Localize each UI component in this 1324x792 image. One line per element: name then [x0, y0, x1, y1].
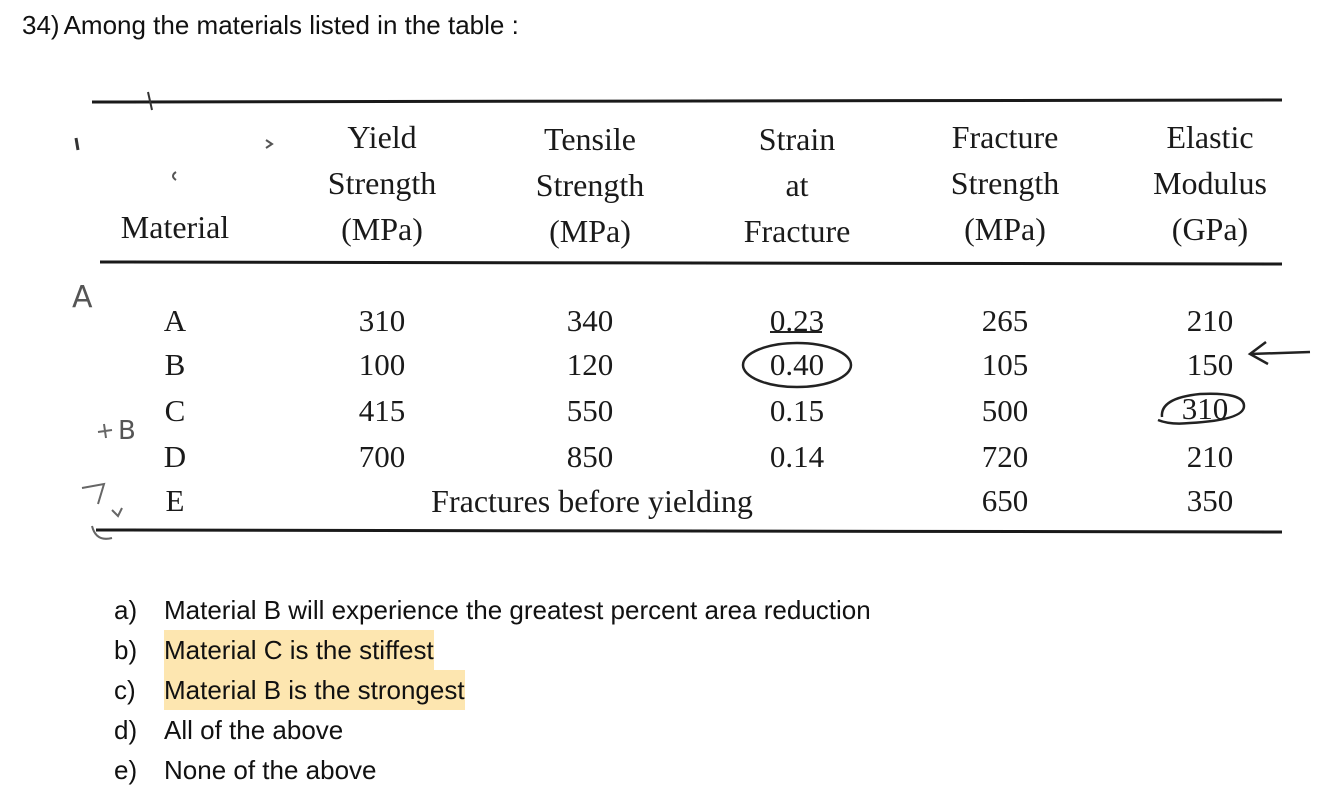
header-tensile-line1: Tensile [544, 121, 636, 157]
cell-elastic: 210 [1186, 303, 1234, 338]
header-strain-line1: Strain [758, 121, 836, 157]
handwritten-circle-strain-b [741, 341, 853, 389]
handwritten-scribble [91, 525, 113, 540]
header-fracture-line3: (MPa) [964, 211, 1046, 247]
option-e[interactable]: e) None of the above [114, 750, 871, 790]
option-d[interactable]: d) All of the above [114, 710, 871, 750]
question-number: 34) [22, 10, 60, 40]
handwritten-arrow-mark [97, 423, 113, 439]
option-c[interactable]: c) Material B is the strongest [114, 670, 871, 710]
option-text: Material B will experience the greatest … [164, 595, 871, 625]
option-letter: c) [114, 675, 136, 705]
handwritten-arrow-icon [1247, 341, 1311, 366]
cell-yield: 310 [358, 303, 406, 338]
cell-elastic: 350 [1186, 483, 1234, 518]
cell-tensile: 340 [566, 303, 614, 338]
cell-yield: 415 [358, 393, 406, 428]
header-yield-line3: (MPa) [341, 211, 423, 247]
question-text: Among the materials listed in the table … [63, 10, 519, 40]
table-bottom-rule [95, 528, 1283, 534]
cell-elastic: 210 [1186, 439, 1234, 474]
option-a[interactable]: a) Material B will experience the greate… [114, 590, 871, 630]
option-text-highlighted: Material B is the strongest [164, 670, 465, 710]
header-fracture-line2: Strength [950, 165, 1060, 201]
header-yield-line1: Yield [347, 119, 417, 155]
cell-fracture: 265 [981, 303, 1029, 338]
header-strain-line3: Fracture [743, 213, 851, 249]
cell-material: D [163, 439, 187, 474]
cell-material: A [163, 303, 187, 338]
table-top-rule [91, 98, 1283, 104]
handwritten-scribble [81, 482, 123, 518]
option-text-highlighted: Material C is the stiffest [164, 630, 434, 670]
cell-fracture: 105 [981, 347, 1029, 382]
header-strain-line2: at [785, 167, 809, 203]
cell-fracture: 720 [981, 439, 1029, 474]
option-text: All of the above [164, 715, 344, 745]
cell-material: C [164, 393, 186, 428]
header-tensile-line3: (MPa) [549, 213, 631, 249]
option-letter: a) [114, 595, 138, 625]
question-stem: 34) Among the materials listed in the tab… [22, 8, 519, 42]
option-text: None of the above [164, 755, 377, 785]
option-b[interactable]: b) Material C is the stiffest [114, 630, 871, 670]
header-elastic-line2: Modulus [1153, 165, 1267, 201]
cell-tensile: 850 [566, 439, 614, 474]
option-letter: e) [114, 755, 138, 785]
cell-merged-note: Fractures before yielding [431, 483, 753, 519]
cell-yield: 700 [358, 439, 406, 474]
cell-elastic: 310 [1181, 391, 1229, 426]
header-material: Material [120, 209, 230, 245]
header-yield-line2: Strength [327, 165, 437, 201]
stray-mark [172, 171, 177, 181]
stray-mark [147, 91, 153, 111]
handwritten-circle-modulus-c [1157, 392, 1246, 425]
cell-tensile: 120 [566, 347, 614, 382]
table-header-rule [99, 260, 1283, 266]
header-elastic-line1: Elastic [1166, 119, 1254, 155]
table-rules-and-annotations [74, 91, 1311, 540]
header-fracture-line1: Fracture [951, 119, 1059, 155]
option-letter: d) [114, 715, 138, 745]
stray-mark [74, 137, 80, 151]
cell-elastic: 150 [1186, 347, 1234, 382]
handwritten-note-a: A [72, 280, 93, 315]
header-elastic-line3: (GPa) [1171, 211, 1249, 247]
cell-strain: 0.40 [769, 347, 825, 382]
cell-yield: 100 [358, 347, 406, 382]
cell-strain: 0.15 [769, 393, 825, 428]
cell-fracture: 500 [981, 393, 1029, 428]
answer-options: a) Material B will experience the greate… [114, 590, 871, 790]
stray-mark [265, 139, 274, 149]
header-tensile-line2: Strength [535, 167, 645, 203]
option-letter: b) [114, 635, 138, 665]
cell-strain: 0.23 [769, 303, 825, 338]
cell-fracture: 650 [981, 483, 1029, 518]
cell-strain: 0.14 [769, 439, 825, 474]
cell-tensile: 550 [566, 393, 614, 428]
cell-material: B [164, 347, 186, 382]
cell-material: E [165, 483, 185, 518]
handwritten-note-b: B [118, 416, 136, 446]
materials-table-scan: A B Material Yield Strength (MPa) Tensil… [0, 80, 1324, 560]
